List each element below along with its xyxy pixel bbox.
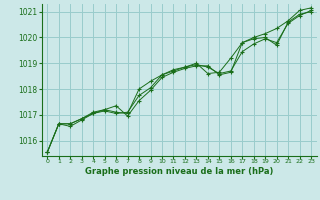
X-axis label: Graphe pression niveau de la mer (hPa): Graphe pression niveau de la mer (hPa) (85, 167, 273, 176)
